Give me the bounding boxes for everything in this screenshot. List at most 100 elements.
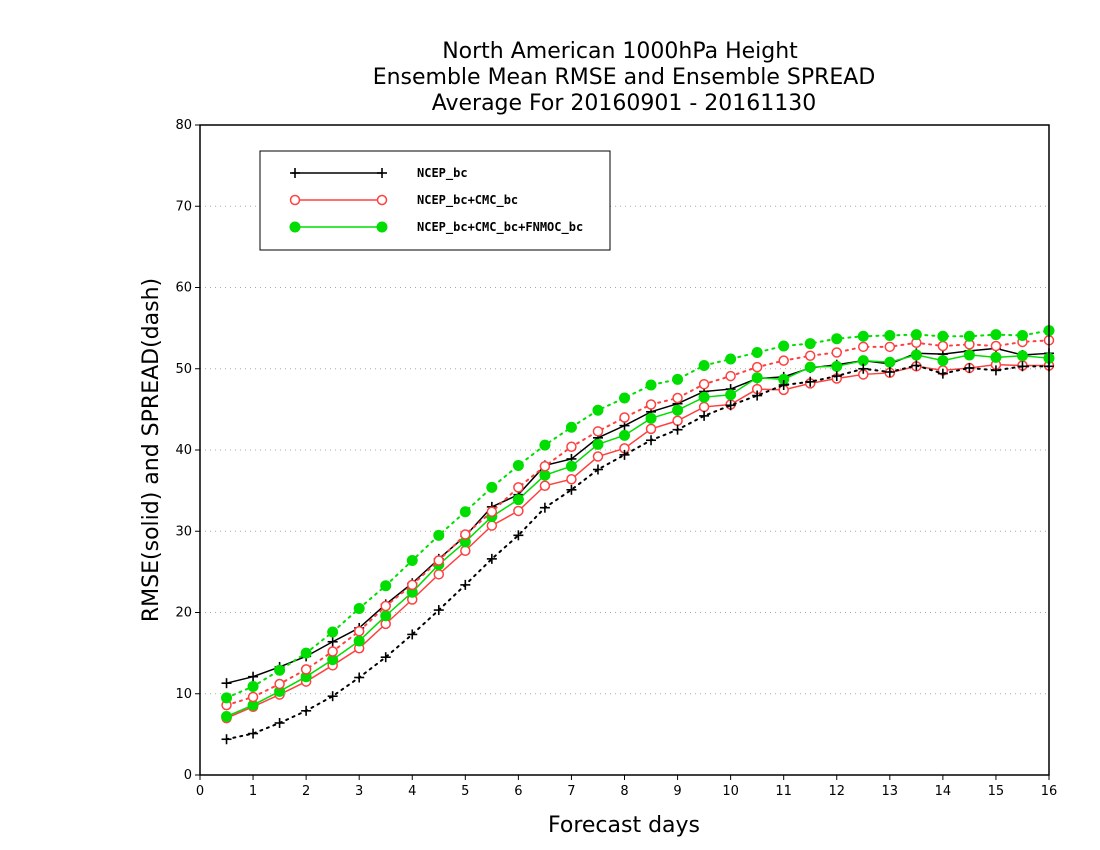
data-point [407,579,418,591]
data-point [910,349,922,361]
data-point [539,502,550,513]
data-point [831,347,842,358]
data-point [512,459,524,471]
x-tick-label: 10 [722,784,739,799]
chart-title: North American 1000hPa Height Ensemble M… [373,39,876,116]
data-point [752,390,763,401]
data-point [699,410,710,421]
data-point [725,370,736,382]
data-point [751,347,763,358]
x-tick-label: 8 [620,784,628,799]
data-point [353,625,365,637]
legend-item: NCEP_bc+CMC_bc+FNMOC_bc [289,220,583,235]
data-point [300,664,312,675]
data-point [592,464,603,475]
data-point [513,482,524,493]
series-spread-5 [221,325,1055,704]
data-point [592,404,604,416]
data-point [380,652,391,663]
data-point [592,451,604,462]
data-point [433,605,444,616]
data-point [460,579,471,590]
data-point [1016,350,1028,362]
data-point [937,340,949,352]
series-rmse-0 [221,343,1054,689]
legend-marker [290,168,300,178]
x-tick-label: 3 [355,784,363,799]
data-point [327,636,338,647]
y-tick-label: 80 [175,118,192,133]
y-tick-label: 60 [175,281,192,296]
series-spread-4 [221,335,1055,711]
legend-marker [289,221,301,233]
legend-marker [377,168,387,178]
data-point [248,671,259,682]
legend-marker [376,221,388,233]
data-point [831,333,843,345]
data-point [247,691,259,703]
series-rmse-2 [221,349,1055,722]
data-point [459,506,471,518]
data-point [512,494,524,506]
data-point [672,424,683,435]
data-point [831,371,842,382]
data-point [645,412,657,424]
x-tick-label: 16 [1041,784,1058,799]
data-point [804,338,816,350]
data-point [645,399,657,410]
legend-label: NCEP_bc [417,166,468,181]
series-layer [221,325,1055,745]
x-tick-label: 15 [988,784,1005,799]
title-line-1: North American 1000hPa Height [442,39,798,64]
x-tick-label: 0 [196,784,204,799]
legend-marker [376,194,388,206]
data-point [327,626,339,638]
data-point [566,484,577,495]
series-spread-3 [221,360,1054,745]
series-line [226,347,1050,684]
legend-label: NCEP_bc+CMC_bc [417,193,518,208]
legend-item: NCEP_bc+CMC_bc [289,193,518,208]
data-point [274,718,285,728]
data-point [884,341,896,353]
data-point [937,355,949,367]
data-point [778,340,790,352]
data-point [354,672,365,683]
data-point [248,728,259,739]
data-point [300,647,312,659]
data-point [751,361,763,373]
data-point [646,435,657,446]
x-axis-label: Forecast days [548,813,700,838]
legend-item: NCEP_bc [290,166,468,181]
series-line [225,329,1050,699]
data-point [619,449,630,460]
y-tick-label: 40 [175,443,192,458]
data-point [327,691,338,702]
data-point [592,438,604,450]
data-point [406,555,418,566]
series-line [226,354,1050,718]
data-point [274,678,285,690]
data-point [221,711,233,722]
title-line-2: Ensemble Mean RMSE and Ensemble SPREAD [373,65,876,90]
data-point [805,376,816,387]
x-tick-label: 1 [249,784,257,799]
y-tick-label: 20 [175,606,192,621]
data-point [645,379,657,391]
data-point [725,400,736,411]
x-tick-label: 6 [514,784,522,799]
x-tick-label: 4 [408,784,416,799]
data-point [221,734,232,745]
data-point [804,350,816,361]
data-point [937,330,949,342]
data-point [460,529,471,540]
legend-marker [289,194,301,206]
data-point [221,678,232,689]
data-point [619,392,630,404]
y-tick-label: 0 [184,768,192,783]
data-point [831,360,843,372]
data-point [698,401,710,413]
data-point [672,404,684,416]
